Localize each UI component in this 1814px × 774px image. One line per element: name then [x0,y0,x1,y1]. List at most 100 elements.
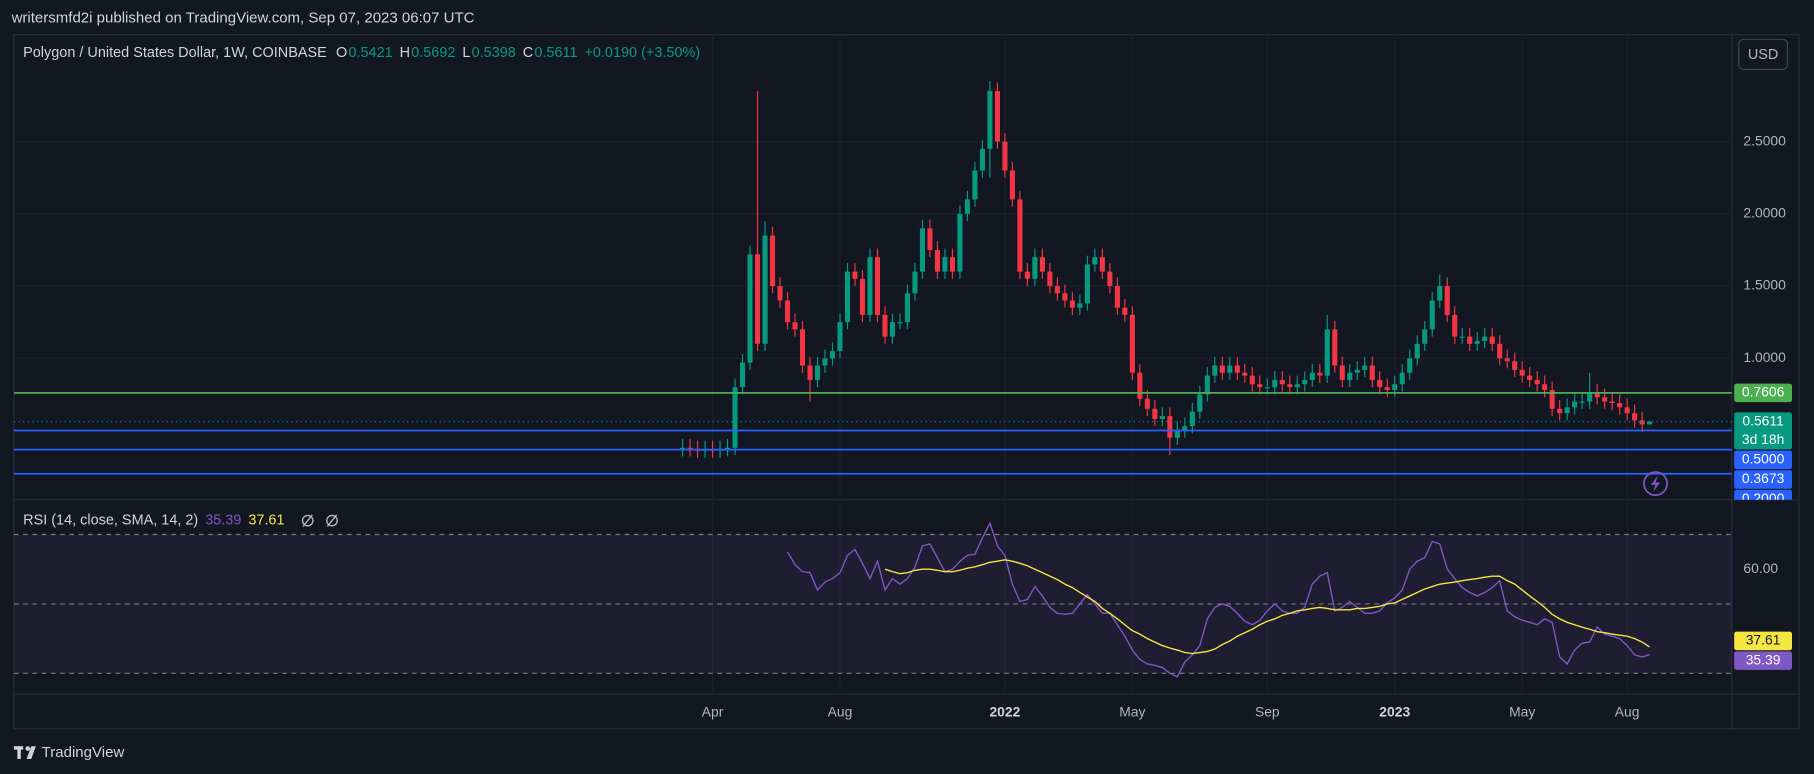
candle-body [1227,365,1233,373]
candle-body [1594,392,1600,398]
candle-body [1624,407,1630,414]
hide-icons[interactable] [301,514,338,527]
candle-body [934,249,940,272]
currency-button[interactable] [1738,38,1788,71]
candle-body [1257,384,1263,388]
series-line [786,521,1650,678]
ohlc-letter: H [400,45,410,61]
candle-body [822,358,828,366]
candle-body [732,387,738,448]
axis-label-bg [1734,412,1793,450]
candle-body [1369,365,1375,380]
candle-body [1609,401,1615,404]
candle-body [1474,340,1480,344]
candle-body [882,314,888,337]
candle-body [1489,336,1495,344]
candle-body [1039,257,1045,272]
icon-circle[interactable] [1643,471,1668,497]
candle-body [1579,401,1585,403]
chart-frame [13,34,1800,730]
y-tick-label: 1.5000 [1743,277,1786,293]
candle-body [964,199,970,214]
candle-body [1174,430,1180,438]
candle-body [897,322,903,324]
candle-body [1617,403,1623,408]
candle-body [1317,372,1323,376]
candle-body [1144,398,1150,409]
candle-body [1452,314,1458,337]
candle-body [1212,365,1218,376]
symbol-title: Polygon / United States Dollar, 1W, COIN… [23,45,327,61]
candle-body [1392,384,1398,391]
candle-body [1242,372,1248,376]
candle-body [1339,365,1345,380]
candle-body [769,235,776,287]
candle-body [852,271,858,279]
candle-body [1114,286,1120,308]
icon-bolt [1650,475,1661,492]
current-price-label: 3d 18h [1742,431,1784,447]
candle-body [1347,372,1353,380]
candle-body [912,271,918,294]
x-tick-label: 2023 [1379,703,1410,719]
candle-body [1444,286,1450,315]
candle-body [1077,303,1083,308]
candle-body [1249,375,1255,385]
candle-body [867,257,873,315]
time-axis: Apr Aug 2022 May Sep 2023 May Aug [702,703,1640,719]
candle-body [1549,390,1555,409]
candle-body [979,148,985,171]
candle-body [1354,369,1360,373]
series-value-label: 37.61 [1746,632,1781,648]
logo-part [26,746,36,759]
candle-body [1324,329,1330,376]
ohlc-value: 0.5421 [348,45,392,61]
rsi-legend: RSI (14, close, SMA, 14, 2) 35.39 37.61 [23,512,284,528]
candle-body [844,271,851,323]
candle-body [1032,257,1038,279]
candle-body [739,362,746,388]
axis-label-bg [1734,383,1793,403]
candle-body [889,322,896,337]
price-line-label: 0.5000 [1742,451,1785,467]
candle-body [680,447,686,450]
candle-body [949,257,955,272]
x-tick-label: Aug [1615,703,1640,719]
candle-body [784,300,791,323]
candle-body [1047,271,1053,287]
x-tick-label: Apr [702,703,724,719]
candle-body [1407,358,1413,373]
candle-body [1557,408,1563,414]
candle-body [829,351,836,359]
candle-body [837,322,843,352]
candle-body [1159,416,1165,419]
icon-hide[interactable] [326,514,338,527]
candle-body [1009,170,1015,200]
candle-body [972,170,978,200]
axis-label-bg [1734,631,1793,651]
candle-body [762,235,768,344]
candle-body [792,322,798,330]
ohlc-value: 0.5692 [411,45,455,61]
candle-body [1437,286,1443,301]
candle-body [1189,411,1195,427]
replay-icon[interactable] [1643,471,1668,497]
candle-body [1197,394,1203,412]
price-pane [13,80,1732,475]
y-tick-label: 2.0000 [1743,205,1786,221]
price-axis: 1.0000 1.5000 2.0000 2.5000 0.7606 0.5611 3d 1… [1734,132,1793,500]
candle-body [1467,336,1473,344]
axis-label-bg [1734,470,1793,489]
legend: Polygon / United States Dollar, 1W, COIN… [23,45,700,61]
rsi-title: RSI (14, close, SMA, 14, 2) [23,512,198,528]
candle-body [1084,264,1090,304]
candle-body [1399,372,1405,385]
candle-body [994,91,1000,142]
currency-label: USD [1748,47,1779,63]
rsi-pane [13,521,1732,678]
ohlc-letter: O [336,45,347,61]
icon-hide[interactable] [301,514,314,527]
ohlc-letter: L [462,45,470,61]
